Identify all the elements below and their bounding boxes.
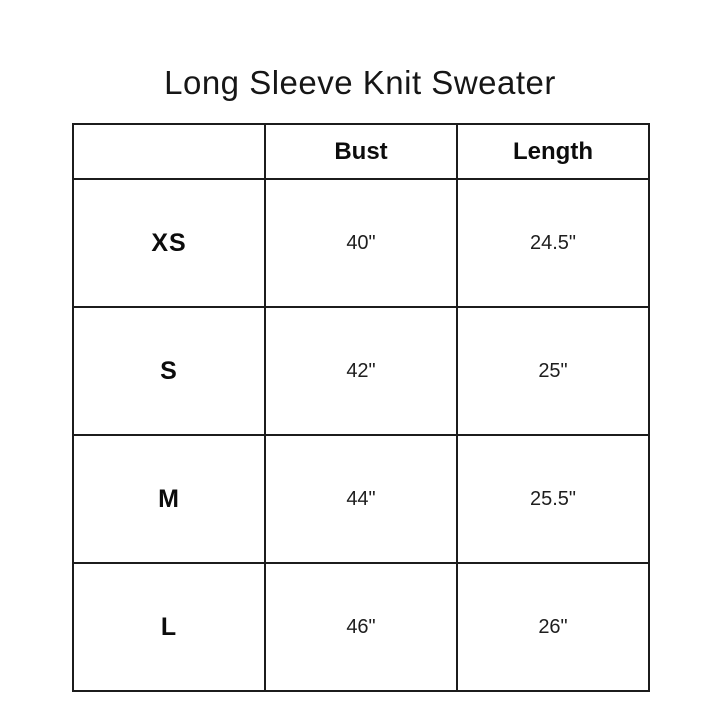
length-value-s: 25" <box>456 306 650 436</box>
size-label-l: L <box>72 562 266 692</box>
size-column-header <box>72 123 266 180</box>
size-label-s: S <box>72 306 266 436</box>
table-header-row: Bust Length <box>72 123 650 180</box>
bust-column-header: Bust <box>264 123 458 180</box>
size-label-xs: XS <box>72 178 266 308</box>
bust-value-m: 44" <box>264 434 458 564</box>
bust-value-xs: 40" <box>264 178 458 308</box>
length-value-l: 26" <box>456 562 650 692</box>
size-chart-table: Bust Length XS 40" 24.5" S 42" 25" M 44"… <box>72 123 650 692</box>
page-title: Long Sleeve Knit Sweater <box>164 64 556 101</box>
table-row-xs: XS 40" 24.5" <box>72 178 650 308</box>
table-row-m: M 44" 25.5" <box>72 434 650 564</box>
bust-value-l: 46" <box>264 562 458 692</box>
table-row-s: S 42" 25" <box>72 306 650 436</box>
bust-value-s: 42" <box>264 306 458 436</box>
length-value-m: 25.5" <box>456 434 650 564</box>
size-label-m: M <box>72 434 266 564</box>
table-row-l: L 46" 26" <box>72 562 650 692</box>
length-column-header: Length <box>456 123 650 180</box>
length-value-xs: 24.5" <box>456 178 650 308</box>
